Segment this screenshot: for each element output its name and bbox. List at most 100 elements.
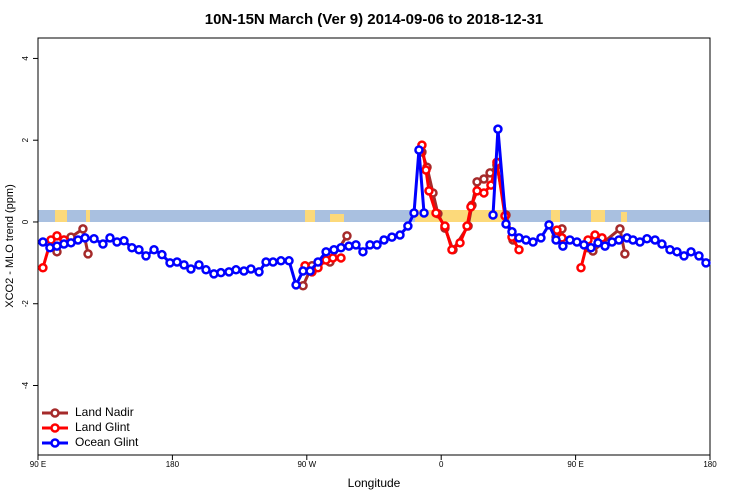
data-point — [455, 238, 465, 248]
series-line — [41, 129, 708, 290]
data-point — [424, 186, 434, 196]
data-point — [528, 237, 538, 247]
data-point — [52, 231, 62, 241]
data-point — [701, 258, 711, 268]
data-point — [216, 267, 226, 278]
land-band — [591, 210, 605, 222]
data-point — [179, 260, 189, 270]
legend-marker — [50, 438, 60, 448]
data-point — [83, 249, 93, 259]
y-axis-label: XCO2 - MLO trend (ppm) — [4, 184, 16, 307]
data-point — [536, 233, 546, 243]
data-point — [672, 247, 682, 257]
data-point — [254, 267, 264, 277]
data-point — [372, 240, 382, 250]
data-point — [336, 253, 346, 263]
chart-title: 10N-15N March (Ver 9) 2014-09-06 to 2018… — [205, 11, 544, 28]
data-point — [351, 240, 361, 250]
data-point — [514, 245, 524, 255]
data-point — [80, 233, 90, 243]
data-point — [440, 221, 450, 231]
data-point — [78, 224, 88, 234]
x-tick-label: 180 — [166, 460, 180, 469]
data-point — [414, 145, 424, 155]
land-band — [55, 210, 67, 222]
data-point — [593, 238, 603, 248]
data-point — [98, 239, 108, 249]
data-point — [409, 208, 419, 218]
data-point — [614, 235, 624, 245]
land-band — [305, 210, 315, 222]
surface-band — [38, 210, 710, 222]
y-tick-label: 0 — [21, 219, 30, 224]
data-point — [679, 251, 689, 261]
data-point — [276, 256, 286, 266]
data-point — [201, 265, 211, 275]
data-point — [284, 256, 294, 266]
data-point — [231, 265, 241, 275]
data-point — [493, 124, 503, 134]
data-point — [305, 266, 315, 276]
data-point — [313, 257, 323, 267]
data-point — [431, 208, 441, 218]
x-tick-label: 90 E — [567, 460, 583, 469]
data-point — [246, 264, 256, 274]
data-point — [615, 224, 625, 234]
data-point — [134, 245, 144, 255]
data-point — [395, 230, 405, 240]
data-point — [379, 235, 389, 245]
data-point — [328, 253, 338, 263]
data-point — [268, 257, 278, 267]
data-point — [620, 249, 630, 259]
data-point — [321, 247, 331, 257]
data-point — [600, 241, 610, 251]
data-point — [544, 220, 554, 230]
plot-frame — [37, 37, 711, 456]
data-point — [38, 237, 48, 247]
data-point — [447, 245, 457, 255]
data-point — [105, 233, 115, 243]
x-tick-label: 180 — [703, 460, 717, 469]
data-point — [403, 221, 413, 231]
data-point — [552, 225, 562, 235]
data-point — [650, 235, 660, 245]
data-point — [694, 251, 704, 261]
land-band — [86, 210, 90, 222]
data-point — [501, 219, 511, 229]
data-point — [421, 165, 431, 175]
x-tick-label: 90 W — [297, 460, 316, 469]
data-point — [642, 233, 652, 244]
data-point — [342, 231, 352, 241]
data-point — [149, 245, 159, 255]
data-point — [462, 221, 472, 231]
data-point — [507, 227, 517, 237]
data-point — [186, 264, 196, 274]
data-point — [387, 232, 397, 242]
land-band — [551, 210, 560, 222]
data-point — [576, 263, 586, 273]
x-tick-label: 0 — [439, 460, 444, 469]
x-axis-label: Longitude — [348, 476, 401, 490]
data-point — [686, 247, 696, 257]
data-point — [141, 251, 151, 261]
data-point — [194, 260, 204, 270]
data-point — [558, 241, 568, 251]
legend-marker — [50, 408, 60, 418]
data-point — [358, 247, 368, 257]
ocean-band — [38, 210, 710, 222]
y-tick-label: -2 — [21, 300, 30, 308]
legend-label: Land Nadir — [75, 405, 134, 419]
data-point — [157, 249, 167, 260]
land-band — [330, 214, 344, 222]
data-point — [479, 188, 489, 198]
data-point — [551, 235, 561, 245]
data-point — [466, 202, 476, 212]
y-tick-label: 2 — [21, 137, 30, 142]
data-point — [657, 239, 667, 249]
x-tick-label: 90 E — [30, 460, 46, 469]
legend-marker — [50, 423, 60, 433]
data-point — [336, 242, 346, 253]
data-point — [419, 208, 429, 218]
data-point — [488, 210, 498, 220]
